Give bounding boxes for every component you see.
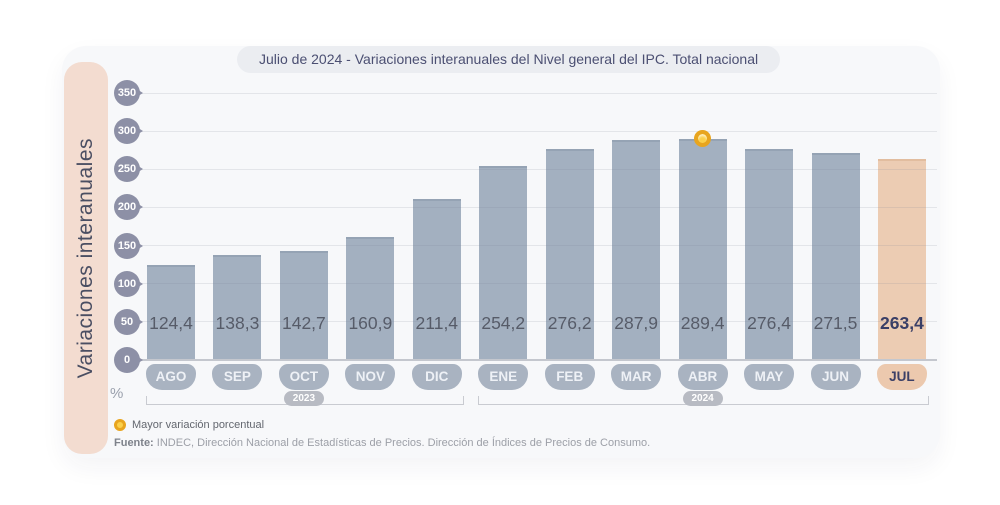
bar-jun: 271,5 — [811, 152, 860, 360]
bar-jul: 263,4 — [877, 159, 926, 360]
bar-value-may: 276,4 — [747, 313, 791, 333]
source-note: Fuente: INDEC, Dirección Nacional de Est… — [114, 437, 650, 449]
percent-unit-label: % — [110, 385, 124, 402]
gridline-150 — [140, 245, 937, 247]
month-label-feb: FEB — [544, 364, 595, 390]
source-prefix: Fuente: — [114, 437, 154, 449]
bar-value-abr: 289,4 — [680, 313, 725, 333]
y-tick-200: 200 — [114, 194, 143, 221]
bar-may: 276,4 — [745, 149, 794, 360]
legend-label: Mayor variación porcentual — [132, 419, 265, 431]
bar-nov: 160,9 — [346, 237, 395, 360]
bar-value-ene: 254,2 — [481, 313, 526, 333]
bar-abr: 289,4 — [678, 139, 727, 360]
month-label-nov: NOV — [345, 364, 396, 390]
bar-ene: 254,2 — [479, 166, 528, 360]
y-tick-100: 100 — [114, 270, 143, 297]
month-label-jun: JUN — [810, 364, 861, 390]
bar-value-sep: 138,3 — [215, 313, 260, 333]
gridline-350 — [140, 92, 937, 94]
bar-value-ago: 124,4 — [149, 313, 193, 333]
year-label-2023: 2023 — [283, 391, 324, 406]
month-label-abr: ABR — [677, 364, 728, 390]
gridline-100 — [140, 283, 937, 285]
chart-title: Julio de 2024 - Variaciones interanuales… — [237, 46, 781, 73]
x-axis-line — [140, 359, 937, 361]
gridline-250 — [140, 168, 937, 170]
source-text: INDEC, Dirección Nacional de Estadística… — [153, 437, 651, 449]
month-label-mar: MAR — [611, 364, 662, 390]
gridline-200 — [140, 206, 937, 208]
month-label-sep: SEP — [212, 364, 263, 390]
bar-sep: 138,3 — [213, 254, 262, 360]
month-label-oct: OCT — [278, 364, 329, 390]
max-variation-dot-icon — [114, 419, 126, 431]
bar-value-mar: 287,9 — [614, 313, 659, 333]
y-tick-250: 250 — [114, 156, 143, 183]
bar-value-jun: 271,5 — [813, 313, 858, 333]
max-variation-marker-icon — [694, 130, 712, 148]
bar-oct: 142,7 — [279, 251, 328, 360]
bar-value-feb: 276,2 — [547, 313, 592, 333]
y-tick-150: 150 — [114, 232, 143, 259]
bar-feb: 276,2 — [545, 149, 594, 360]
y-tick-300: 300 — [114, 118, 143, 145]
year-label-2024: 2024 — [682, 391, 723, 406]
gridline-50 — [140, 321, 937, 323]
bar-dic: 211,4 — [412, 198, 461, 360]
bar-value-jul: 263,4 — [880, 313, 924, 333]
bar-ago: 124,4 — [147, 265, 195, 360]
bar-value-dic: 211,4 — [415, 313, 459, 333]
bar-mar: 287,9 — [612, 140, 661, 360]
y-axis-title: Variaciones interanuales — [74, 137, 97, 379]
month-label-ene: ENE — [478, 364, 529, 390]
y-axis-title-panel: Variaciones interanuales — [64, 62, 108, 454]
month-label-may: MAY — [744, 364, 795, 390]
y-tick-350: 350 — [114, 80, 143, 106]
gridline-300 — [140, 130, 937, 132]
month-label-ago: AGO — [146, 364, 196, 390]
month-label-jul: JUL — [876, 364, 927, 390]
plot-area: % 0 50 100 150 200 250 300 350 124,4 AGO 138,3 SEP 1… — [110, 80, 937, 406]
legend: Mayor variación porcentual — [114, 419, 264, 431]
y-tick-0: 0 — [114, 347, 143, 373]
month-label-dic: DIC — [411, 364, 462, 390]
y-tick-50: 50 — [114, 308, 143, 335]
bar-value-oct: 142,7 — [281, 313, 326, 333]
bar-value-nov: 160,9 — [348, 313, 393, 333]
